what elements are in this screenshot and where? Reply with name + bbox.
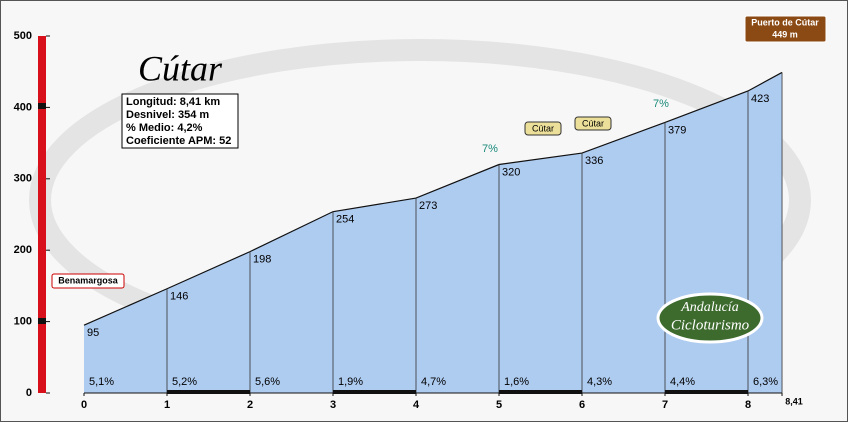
value-label: 320 <box>502 166 520 178</box>
x-tick-label: 1 <box>164 399 170 411</box>
x-tick-label: 4 <box>413 399 420 411</box>
gradient-band <box>499 390 582 394</box>
town-sign-text: Cútar <box>532 123 554 133</box>
logo-text: Andalucía <box>680 300 739 315</box>
end-sign-text: 449 m <box>772 29 798 39</box>
y-tick-label: 500 <box>14 30 32 42</box>
y-tick-label: 300 <box>14 173 32 185</box>
x-tick-label: 2 <box>247 399 253 411</box>
gradient-label: 6,3% <box>753 376 778 388</box>
end-sign <box>744 15 827 43</box>
annotation: 7% <box>482 143 498 155</box>
logo <box>656 292 764 344</box>
info-box <box>121 93 239 149</box>
start-sign <box>51 273 125 289</box>
x-tick-label: 3 <box>330 399 336 411</box>
x-tick-label: 6 <box>579 399 585 411</box>
gradient-label: 4,4% <box>670 376 695 388</box>
info: Desnivel: 354 m <box>126 109 209 121</box>
y-bar <box>38 36 46 393</box>
town-sign <box>524 121 562 136</box>
end-sign-text: Puerto de Cútar <box>751 17 819 27</box>
gradient-label: 5,6% <box>255 376 280 388</box>
x-tick-label: 0 <box>81 399 87 411</box>
title: Cútar <box>138 48 223 88</box>
y-bar-seg <box>38 103 46 109</box>
gradient-band <box>665 390 748 394</box>
y-tick-label: 400 <box>14 101 32 113</box>
value-label: 198 <box>253 254 271 266</box>
y-tick-label: 100 <box>14 316 32 328</box>
annotation: 7% <box>653 98 669 110</box>
gradient-label: 4,3% <box>587 376 612 388</box>
gradient-band <box>167 390 250 394</box>
gradient-label: 1,9% <box>338 376 363 388</box>
y-bar-seg <box>38 318 46 324</box>
y-tick-label: 200 <box>14 244 32 256</box>
gradient-band <box>333 390 416 394</box>
info: % Medio: 4,2% <box>126 122 203 134</box>
info: Coeficiente APM: 52 <box>126 135 231 147</box>
x-tick-label: 8 <box>745 399 751 411</box>
value-label: 423 <box>751 93 769 105</box>
town-sign <box>574 116 612 131</box>
y-tick-label: 0 <box>26 387 32 399</box>
area <box>84 72 783 393</box>
logo-text: Cicloturismo <box>671 317 750 333</box>
x-tick-label: 5 <box>496 399 502 411</box>
x-tick-label: 7 <box>662 399 668 411</box>
x-tick-label: 8,41 <box>785 396 803 406</box>
value-label: 95 <box>87 327 99 339</box>
gradient-label: 4,7% <box>421 376 446 388</box>
gradient-label: 1,6% <box>504 376 529 388</box>
town-sign-text: Cútar <box>582 118 604 128</box>
start-sign-text: Benamargosa <box>58 275 119 285</box>
value-label: 254 <box>336 214 354 226</box>
gradient-label: 5,1% <box>89 376 114 388</box>
gradient-label: 5,2% <box>172 376 197 388</box>
info: Longitud: 8,41 km <box>126 96 220 108</box>
value-label: 379 <box>668 124 686 136</box>
value-label: 273 <box>419 200 437 212</box>
value-label: 146 <box>170 291 188 303</box>
profile-line <box>83 71 783 326</box>
value-label: 336 <box>585 155 603 167</box>
